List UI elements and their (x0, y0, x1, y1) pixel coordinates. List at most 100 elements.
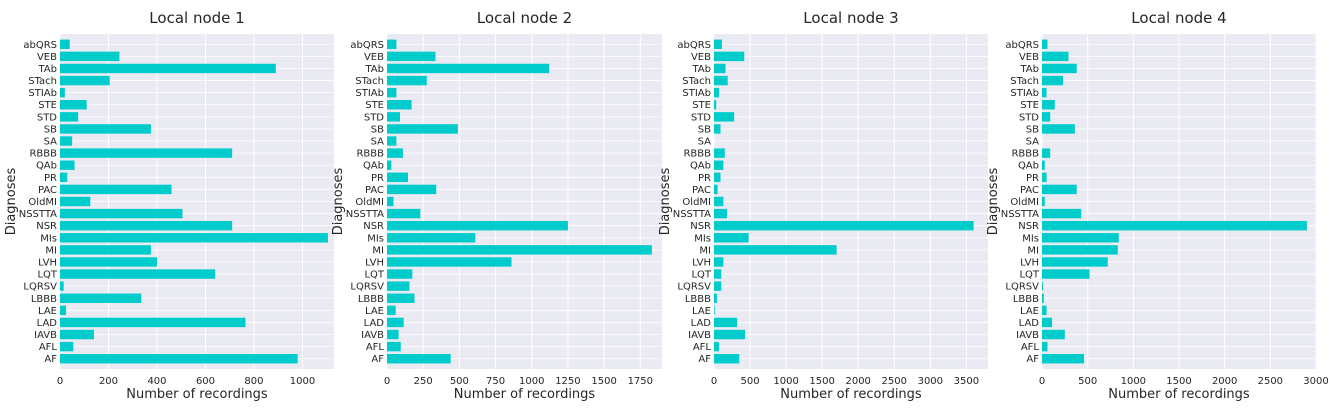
bar (60, 160, 75, 170)
y-tick-label: MIs (694, 233, 711, 244)
bar (60, 184, 172, 195)
y-tick-label: OldMI (1010, 197, 1039, 208)
y-tick-label: TAb (691, 64, 711, 75)
y-tick-label: VEB (37, 52, 57, 63)
y-tick-label: LQRSV (23, 282, 57, 293)
y-tick-label: AFL (1021, 342, 1040, 353)
y-tick-label: NSR (363, 221, 384, 232)
x-tick-label: 1000 (1121, 376, 1146, 387)
bar (60, 51, 120, 62)
x-axis-label: Number of recordings (780, 387, 922, 402)
bar (1042, 208, 1082, 219)
x-axis-label: Number of recordings (126, 387, 268, 402)
bar (387, 329, 399, 340)
x-axis-label: Number of recordings (454, 387, 596, 402)
bar (387, 257, 512, 267)
bar (60, 148, 233, 158)
x-tick-label: 200 (99, 376, 118, 387)
bar (387, 184, 437, 195)
y-tick-label: AFL (39, 342, 58, 353)
x-tick-label: 1250 (555, 376, 580, 387)
bar (387, 63, 550, 74)
x-tick-label: 0 (384, 376, 390, 387)
x-tick-label: 500 (450, 376, 469, 387)
y-tick-label: LVH (1020, 257, 1039, 268)
bar (60, 208, 183, 219)
x-tick-label: 250 (414, 376, 433, 387)
y-tick-label: STD (364, 112, 384, 123)
y-tick-label: LQRSV (677, 282, 711, 293)
bar (714, 257, 724, 267)
y-tick-label: OldMI (355, 197, 384, 208)
x-tick-label: 2500 (1258, 376, 1283, 387)
y-tick-label: SB (698, 124, 711, 135)
bar (60, 112, 79, 122)
bar (1042, 51, 1069, 62)
y-tick-label: abQRS (350, 40, 384, 51)
bar (60, 329, 94, 340)
y-tick-label: STach (1010, 76, 1039, 87)
bar (714, 269, 722, 279)
y-tick-label: SA (698, 137, 712, 148)
x-tick-label: 800 (244, 376, 263, 387)
bar (387, 87, 397, 98)
bar (1042, 100, 1055, 110)
y-tick-label: STach (682, 76, 711, 87)
bar (714, 354, 740, 364)
y-tick-label: abQRS (1005, 40, 1039, 51)
bar (714, 124, 721, 134)
y-tick-label: TAb (1019, 64, 1039, 75)
y-tick-label: NSSTTA (1001, 209, 1039, 220)
bar (714, 281, 722, 291)
y-tick-label: LQT (1019, 270, 1039, 281)
bar (1042, 148, 1051, 158)
y-tick-label: IAVB (688, 330, 711, 341)
y-tick-label: STE (692, 100, 711, 111)
y-tick-label: STE (38, 100, 57, 111)
y-tick-label: MI (372, 245, 384, 256)
y-tick-label: STE (365, 100, 384, 111)
bar (60, 354, 298, 364)
bar (1042, 257, 1108, 267)
bar (387, 317, 404, 328)
y-tick-label: MI (699, 245, 711, 256)
chart-title: Local node 2 (477, 9, 572, 27)
chart-title: Local node 3 (803, 9, 898, 27)
y-tick-label: SB (44, 124, 57, 135)
y-tick-label: LQRSV (350, 282, 384, 293)
bar (60, 172, 68, 183)
y-tick-label: abQRS (677, 40, 711, 51)
x-tick-label: 0 (57, 376, 63, 387)
bar (60, 124, 151, 134)
bar (387, 51, 436, 62)
x-tick-label: 2500 (882, 376, 907, 387)
y-axis-label: Diagnoses (4, 167, 19, 235)
y-tick-label: VEB (364, 52, 384, 63)
bar (714, 208, 727, 219)
y-tick-label: STD (691, 112, 711, 123)
y-tick-label: SB (371, 124, 384, 135)
bar (1042, 329, 1065, 340)
bar (714, 39, 722, 49)
y-tick-label: AF (698, 354, 711, 365)
y-tick-label: PR (44, 173, 57, 184)
y-tick-label: STD (1019, 112, 1039, 123)
bar (387, 39, 397, 49)
x-tick-label: 1000 (773, 376, 798, 387)
y-tick-label: OldMI (28, 197, 57, 208)
y-tick-label: IAVB (361, 330, 384, 341)
y-tick-label: SA (371, 137, 385, 148)
y-tick-label: LAE (1020, 306, 1039, 317)
x-tick-label: 1000 (290, 376, 315, 387)
y-axis-label: Diagnoses (331, 167, 346, 235)
y-tick-label: LAD (691, 318, 712, 329)
y-tick-label: AFL (693, 342, 712, 353)
bar (387, 220, 568, 231)
y-tick-label: QAb (36, 161, 57, 172)
x-axis-label: Number of recordings (1108, 387, 1250, 402)
y-tick-label: AFL (366, 342, 385, 353)
y-tick-label: PR (371, 173, 384, 184)
x-tick-label: 1750 (628, 376, 653, 387)
bar (387, 136, 397, 146)
x-tick-label: 600 (196, 376, 215, 387)
